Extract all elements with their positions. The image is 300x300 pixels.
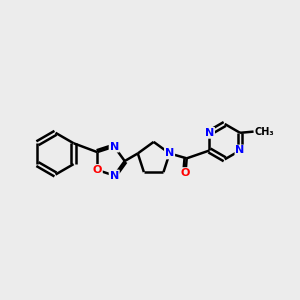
- Text: N: N: [110, 170, 119, 181]
- Text: O: O: [92, 165, 102, 175]
- Text: CH₃: CH₃: [254, 127, 274, 136]
- Text: O: O: [181, 168, 190, 178]
- Text: N: N: [205, 128, 214, 138]
- Text: N: N: [110, 142, 119, 152]
- Text: N: N: [236, 146, 245, 155]
- Text: N: N: [165, 148, 174, 158]
